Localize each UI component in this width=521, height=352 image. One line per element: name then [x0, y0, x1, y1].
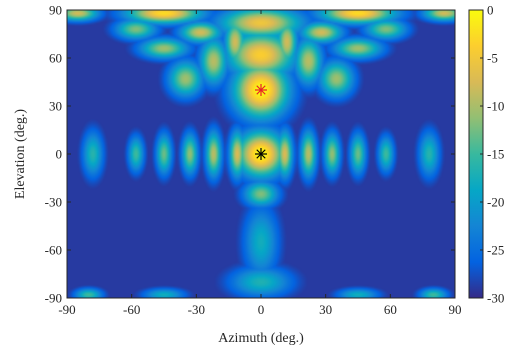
x-tick-label: -30 [188, 302, 205, 317]
markers [255, 84, 267, 160]
x-tick-label: -60 [123, 302, 140, 317]
colorbar-tick-label: -5 [487, 51, 498, 66]
y-axis-title: Elevation (deg.) [13, 109, 28, 200]
colorbar-tick-label: -25 [487, 243, 504, 258]
marker-asterisk-1 [255, 84, 267, 96]
y-tick-label: 30 [49, 99, 62, 114]
y-tick-label: 0 [56, 147, 63, 162]
colorbar-ticks: 0 -5 -10 -15 -20 -25 -30 [480, 3, 504, 306]
colorbar-tick-label: -15 [487, 147, 504, 162]
y-tick-label: 60 [49, 51, 62, 66]
x-tick-label: 90 [449, 302, 462, 317]
x-tick-label: 30 [319, 302, 332, 317]
marker-asterisk-2 [255, 148, 267, 160]
y-tick-label: 90 [49, 3, 62, 18]
x-axis-title: Azimuth (deg.) [218, 331, 304, 346]
x-tick-label: 0 [258, 302, 265, 317]
y-tick-label: -60 [45, 243, 62, 258]
plot-area [66, 9, 456, 299]
colorbar-tick-label: -10 [487, 99, 504, 114]
colorbar-tick-label: -30 [487, 291, 504, 306]
y-axis: -90 -60 -30 0 30 60 90 [45, 3, 455, 306]
colorbar: 0 -5 -10 -15 -20 -25 -30 [468, 3, 504, 306]
y-tick-label: -90 [45, 291, 62, 306]
x-tick-label: 60 [384, 302, 397, 317]
x-tick-label: -90 [58, 302, 75, 317]
x-axis: -90 -60 -30 0 30 60 90 [58, 10, 462, 317]
colorbar-tick-label: 0 [487, 3, 494, 18]
colorbar-tick-label: -20 [487, 195, 504, 210]
y-tick-label: -30 [45, 195, 62, 210]
